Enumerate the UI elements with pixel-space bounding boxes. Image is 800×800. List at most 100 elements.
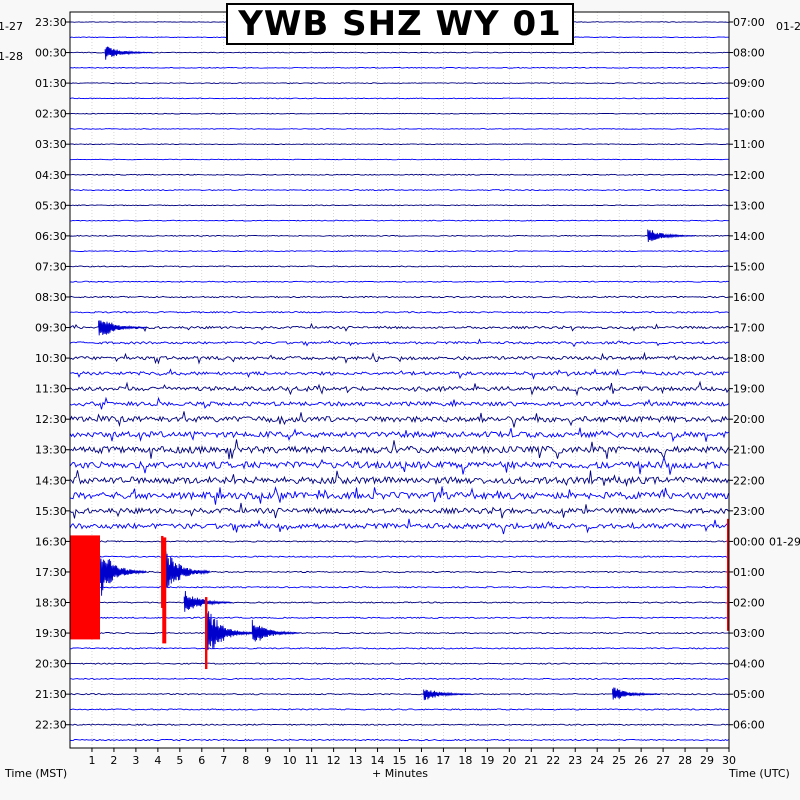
events bbox=[70, 46, 730, 701]
seismic-trace bbox=[69, 295, 729, 299]
seismic-trace bbox=[69, 311, 729, 314]
seismic-trace bbox=[69, 250, 729, 253]
left-date-label: 1-27 bbox=[0, 20, 23, 33]
seismic-trace bbox=[69, 158, 729, 161]
left-time-label: 19:30 bbox=[35, 627, 67, 640]
seismic-trace bbox=[69, 322, 729, 332]
seismic-trace bbox=[69, 189, 729, 192]
seismic-trace bbox=[69, 540, 729, 543]
left-time-label: 04:30 bbox=[35, 169, 67, 182]
event-waveform bbox=[423, 689, 472, 701]
clipped-edge bbox=[727, 518, 730, 631]
seismic-trace bbox=[69, 280, 729, 283]
seismic-trace bbox=[69, 82, 729, 84]
left-time-label: 00:30 bbox=[35, 47, 67, 60]
right-time-label: 22:00 bbox=[733, 474, 765, 487]
x-tick-label: 9 bbox=[264, 754, 271, 767]
right-time-label: 09:00 bbox=[733, 77, 765, 90]
x-tick-label: 24 bbox=[590, 754, 604, 767]
left-time-label: 20:30 bbox=[35, 658, 67, 671]
x-tick-label: 26 bbox=[634, 754, 648, 767]
x-tick-label: 4 bbox=[154, 754, 161, 767]
left-time-label: 08:30 bbox=[35, 291, 67, 304]
seismic-trace bbox=[69, 112, 729, 115]
x-tick-label: 18 bbox=[458, 754, 472, 767]
seismic-trace bbox=[69, 455, 729, 475]
clipped-signal bbox=[204, 597, 208, 670]
seismic-trace bbox=[69, 234, 729, 237]
right-time-label: 05:00 bbox=[733, 688, 765, 701]
seismic-trace bbox=[69, 338, 729, 348]
right-time-label: 01:00 bbox=[733, 566, 765, 579]
seismic-trace bbox=[69, 219, 729, 222]
right-time-label: 20:00 bbox=[733, 413, 765, 426]
seismic-trace bbox=[69, 204, 729, 207]
right-time-label: 00:00 bbox=[733, 535, 765, 548]
x-tick-label: 21 bbox=[524, 754, 538, 767]
x-tick-label: 11 bbox=[305, 754, 319, 767]
seismic-trace bbox=[69, 723, 729, 726]
right-time-label: 17:00 bbox=[733, 322, 765, 335]
seismic-trace bbox=[69, 708, 729, 711]
seismic-trace bbox=[69, 411, 729, 428]
right-time-label: 07:00 bbox=[733, 16, 765, 29]
plot-area bbox=[70, 12, 729, 748]
x-tick-label: 8 bbox=[242, 754, 249, 767]
seismic-trace bbox=[69, 486, 729, 505]
x-axis-label: + Minutes bbox=[372, 767, 429, 780]
seismic-trace bbox=[69, 427, 729, 443]
seismic-trace bbox=[69, 502, 729, 519]
chart-title: YWB SHZ WY 01 bbox=[226, 3, 574, 45]
seismic-trace bbox=[69, 677, 729, 681]
left-time-label: 22:30 bbox=[35, 719, 67, 732]
x-tick-label: 23 bbox=[568, 754, 582, 767]
x-tick-label: 6 bbox=[198, 754, 205, 767]
seismic-trace bbox=[69, 128, 729, 130]
left-time-label: 12:30 bbox=[35, 413, 67, 426]
traces bbox=[69, 21, 729, 742]
left-date-label: 1-28 bbox=[0, 50, 23, 63]
right-time-label: 14:00 bbox=[733, 230, 765, 243]
x-tick-label: 29 bbox=[700, 754, 714, 767]
seismic-trace bbox=[69, 518, 729, 535]
seismic-trace bbox=[69, 738, 729, 742]
event-waveform bbox=[98, 555, 147, 597]
left-time-label: 01:30 bbox=[35, 77, 67, 90]
left-time-label: 21:30 bbox=[35, 688, 67, 701]
event-waveform bbox=[612, 687, 661, 700]
x-tick-label: 7 bbox=[220, 754, 227, 767]
seismic-trace bbox=[69, 97, 729, 100]
seismic-trace bbox=[69, 351, 729, 365]
seismic-trace bbox=[69, 51, 729, 54]
event-waveform bbox=[647, 229, 696, 243]
seismic-trace bbox=[69, 439, 729, 460]
left-time-label: 07:30 bbox=[35, 260, 67, 273]
left-axis-title: Time (MST) bbox=[5, 767, 68, 780]
left-time-label: 18:30 bbox=[35, 597, 67, 610]
seismic-trace bbox=[69, 585, 729, 589]
right-axis-title: Time (UTC) bbox=[729, 767, 790, 780]
x-tick-label: 17 bbox=[436, 754, 450, 767]
event-waveform bbox=[183, 590, 232, 612]
right-date-label: 01-29 bbox=[769, 535, 800, 548]
seismic-trace bbox=[69, 380, 729, 397]
x-tick-label: 16 bbox=[414, 754, 428, 767]
seismic-trace bbox=[69, 368, 729, 380]
left-time-label: 10:30 bbox=[35, 352, 67, 365]
x-tick-label: 5 bbox=[176, 754, 183, 767]
seismic-trace bbox=[69, 143, 729, 146]
right-time-label: 23:00 bbox=[733, 505, 765, 518]
right-time-label: 19:00 bbox=[733, 383, 765, 396]
right-time-label: 04:00 bbox=[733, 658, 765, 671]
left-time-label: 16:30 bbox=[35, 535, 67, 548]
title-text: YWB SHZ WY 01 bbox=[238, 4, 562, 44]
left-time-label: 06:30 bbox=[35, 230, 67, 243]
left-time-label: 02:30 bbox=[35, 108, 67, 121]
left-time-label: 15:30 bbox=[35, 505, 67, 518]
right-time-label: 02:00 bbox=[733, 597, 765, 610]
event-waveform bbox=[161, 543, 211, 595]
x-tick-label: 30 bbox=[722, 754, 736, 767]
left-time-label: 11:30 bbox=[35, 383, 67, 396]
left-time-label: 23:30 bbox=[35, 16, 67, 29]
